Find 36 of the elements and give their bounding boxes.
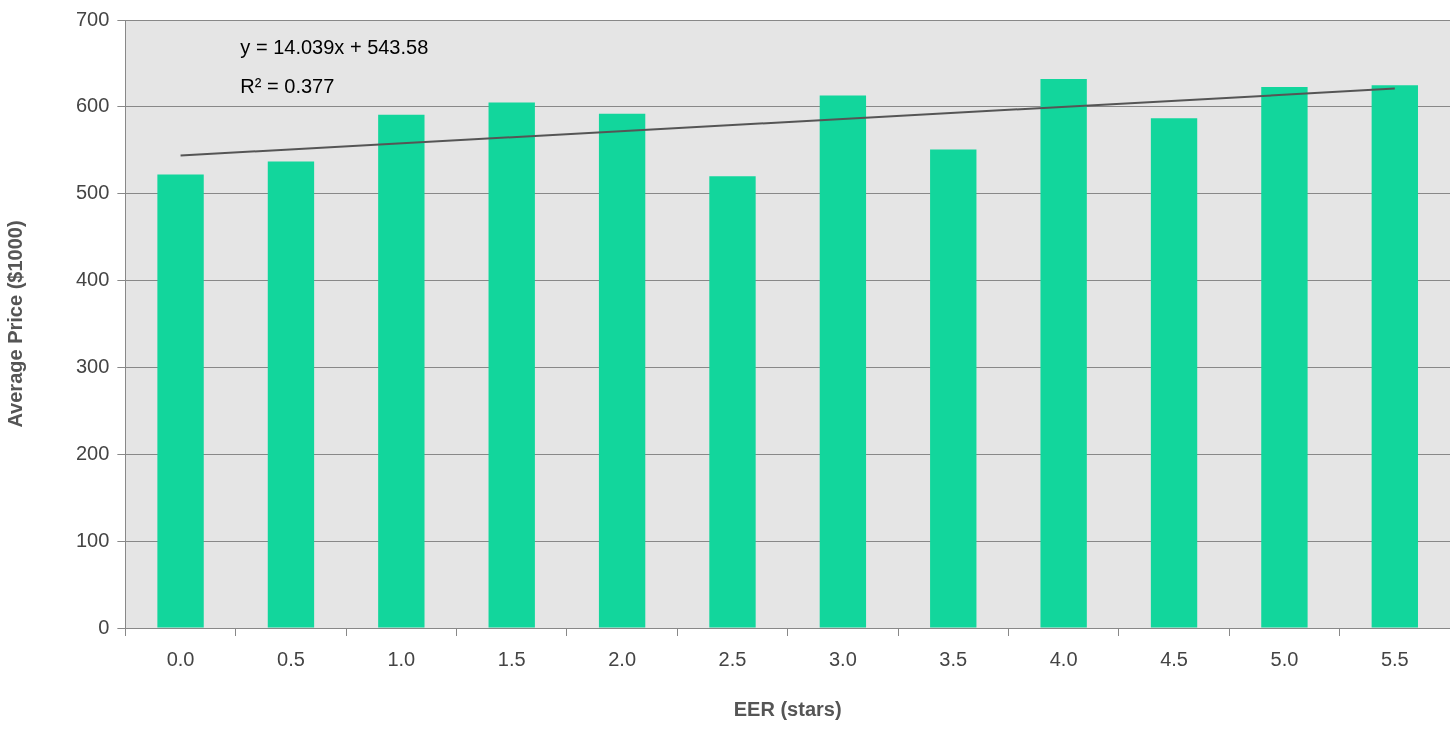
y-tick-label: 600	[75, 94, 110, 117]
x-tick-label: 3.5	[939, 647, 968, 670]
x-axis-title: EER (stars)	[733, 697, 842, 720]
y-tick-label: 100	[75, 528, 110, 551]
bar	[157, 174, 204, 628]
annotation: R² = 0.377	[240, 74, 335, 97]
y-tick-label: 700	[75, 7, 110, 30]
x-tick-label: 0.0	[166, 647, 195, 670]
x-tick-label: 2.5	[718, 647, 747, 670]
bar	[598, 113, 646, 628]
bar	[709, 176, 756, 628]
bar	[819, 95, 867, 628]
x-tick-label: 1.0	[387, 647, 416, 670]
annotation: y = 14.039x + 543.58	[240, 35, 429, 58]
x-tick-label: 2.0	[608, 647, 637, 670]
x-tick-label: 0.5	[277, 647, 305, 670]
y-tick-label: 0	[98, 615, 110, 638]
bar	[488, 102, 535, 628]
bar	[1040, 79, 1087, 628]
y-tick-label: 300	[75, 354, 110, 377]
y-tick-label: 400	[75, 268, 110, 291]
x-tick-label: 4.5	[1160, 647, 1188, 670]
x-tick-label: 5.5	[1380, 647, 1409, 670]
bar	[378, 114, 425, 628]
bar	[930, 149, 977, 628]
bar	[267, 161, 315, 628]
x-tick-label: 1.5	[497, 647, 526, 670]
bar	[1261, 86, 1308, 628]
bar	[1150, 118, 1198, 628]
x-tick-label: 3.0	[828, 647, 857, 670]
y-tick-label: 200	[75, 441, 110, 464]
bar	[1371, 85, 1418, 628]
y-tick-label: 500	[75, 181, 110, 204]
y-axis-title: Average Price ($1000)	[3, 220, 26, 428]
x-tick-label: 5.0	[1270, 647, 1299, 670]
x-tick-label: 4.0	[1049, 647, 1078, 670]
